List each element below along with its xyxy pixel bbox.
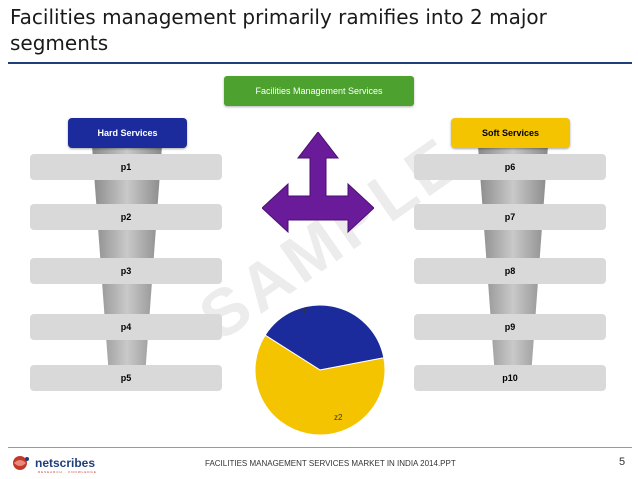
- title-divider: [8, 62, 632, 64]
- hard-service-item: p5: [30, 365, 222, 391]
- soft-service-item: p8: [414, 258, 606, 284]
- footer-divider: [8, 447, 632, 448]
- segment-pie-chart: z1 z2: [254, 304, 386, 436]
- soft-service-item: p6: [414, 154, 606, 180]
- hard-service-item: p2: [30, 204, 222, 230]
- soft-services-header: Soft Services: [451, 118, 570, 148]
- hard-service-item: p1: [30, 154, 222, 180]
- root-node-facilities-management: Facilities Management Services: [224, 76, 414, 106]
- logo-tagline: RESEARCH · KNOWLEDGE: [38, 470, 97, 474]
- netscribes-globe-icon: [13, 456, 29, 470]
- page-number: 5: [619, 456, 626, 468]
- hard-service-item: p4: [30, 314, 222, 340]
- soft-service-item: p10: [414, 365, 606, 391]
- footer-caption: FACILITIES MANAGEMENT SERVICES MARKET IN…: [205, 459, 456, 468]
- logo-text: netscribes: [35, 456, 96, 470]
- netscribes-logo: netscribes RESEARCH · KNOWLEDGE: [10, 454, 97, 474]
- pie-slice-z2: [254, 334, 386, 436]
- pie-label-z1: z1: [298, 307, 307, 316]
- soft-service-item: p9: [414, 314, 606, 340]
- three-way-arrow-icon: [262, 132, 374, 234]
- pie-label-z2: z2: [334, 413, 343, 422]
- slide-title: Facilities management primarily ramifies…: [10, 5, 547, 55]
- hard-services-header: Hard Services: [68, 118, 187, 148]
- hard-service-item: p3: [30, 258, 222, 284]
- soft-service-item: p7: [414, 204, 606, 230]
